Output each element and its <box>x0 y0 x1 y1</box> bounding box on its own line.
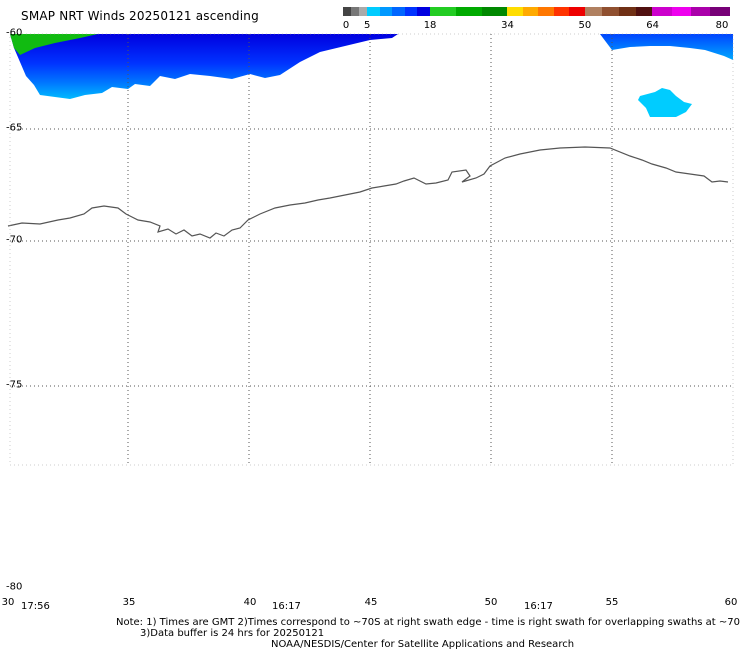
map-frame <box>9 33 734 466</box>
colorbar-swatch <box>430 7 456 16</box>
lat-label: -70 <box>6 234 23 246</box>
lat-label: -75 <box>6 379 23 391</box>
lon-label: 35 <box>122 597 136 608</box>
colorbar-swatch <box>455 7 482 16</box>
colorbar-swatch <box>671 7 692 16</box>
colorbar-tick-label: 34 <box>501 20 514 31</box>
wind-swath-west <box>10 34 398 99</box>
colorbar-tick-label: 5 <box>364 20 371 31</box>
colorbar-swatch <box>507 7 523 16</box>
colorbar-swatch <box>584 7 602 16</box>
colorbar-swatch <box>569 7 585 16</box>
colorbar-tick-label: 0 <box>342 20 350 31</box>
swath-time-label: 17:56 <box>21 601 50 612</box>
colorbar-swatch <box>691 7 711 16</box>
lon-label: 45 <box>364 597 378 608</box>
antarctic-coastline <box>7 146 729 239</box>
wind-speed-colorbar <box>343 7 730 16</box>
colorbar-swatch <box>710 7 730 16</box>
colorbar-tick-label: 64 <box>646 20 659 31</box>
lat-label: -65 <box>6 122 23 134</box>
colorbar-swatch <box>553 7 570 16</box>
lat-label: -80 <box>6 581 23 593</box>
lon-label: 40 <box>243 597 257 608</box>
colorbar-swatch <box>522 7 539 16</box>
colorbar-swatch <box>392 7 405 16</box>
colorbar-swatch <box>351 7 360 16</box>
colorbar-tick-label: 50 <box>578 20 592 31</box>
colorbar-swatch <box>618 7 636 16</box>
colorbar-tick-label: 18 <box>423 20 437 31</box>
lon-label: 55 <box>605 597 619 608</box>
colorbar-swatch <box>343 7 352 16</box>
swath-time-label: 16:17 <box>524 601 553 612</box>
lon-label: 50 <box>484 597 498 608</box>
colorbar-swatch <box>538 7 554 16</box>
colorbar-swatch <box>481 7 508 16</box>
colorbar-swatch <box>417 7 430 16</box>
swath-time-label: 16:17 <box>272 601 301 612</box>
colorbar-tick-label: 80 <box>715 20 729 31</box>
colorbar-swatch <box>367 7 380 16</box>
colorbar-swatch <box>635 7 653 16</box>
graticule <box>10 34 733 465</box>
colorbar-swatch <box>404 7 418 16</box>
footnote-line-2: 3)Data buffer is 24 hrs for 20250121 <box>140 628 325 639</box>
lon-label: 60 <box>724 597 738 608</box>
lat-label: -60 <box>6 27 23 39</box>
colorbar-swatch <box>652 7 672 16</box>
footnote-line-3: NOAA/NESDIS/Center for Satellite Applica… <box>271 639 575 650</box>
wind-swath-east <box>600 34 733 117</box>
lon-label: 30 <box>1 597 15 608</box>
colorbar-swatch <box>601 7 619 16</box>
colorbar-swatch <box>379 7 393 16</box>
colorbar-swatch <box>359 7 368 16</box>
map-title: SMAP NRT Winds 20250121 ascending <box>21 9 259 23</box>
footnote-line-1: Note: 1) Times are GMT 2)Times correspon… <box>116 617 740 628</box>
